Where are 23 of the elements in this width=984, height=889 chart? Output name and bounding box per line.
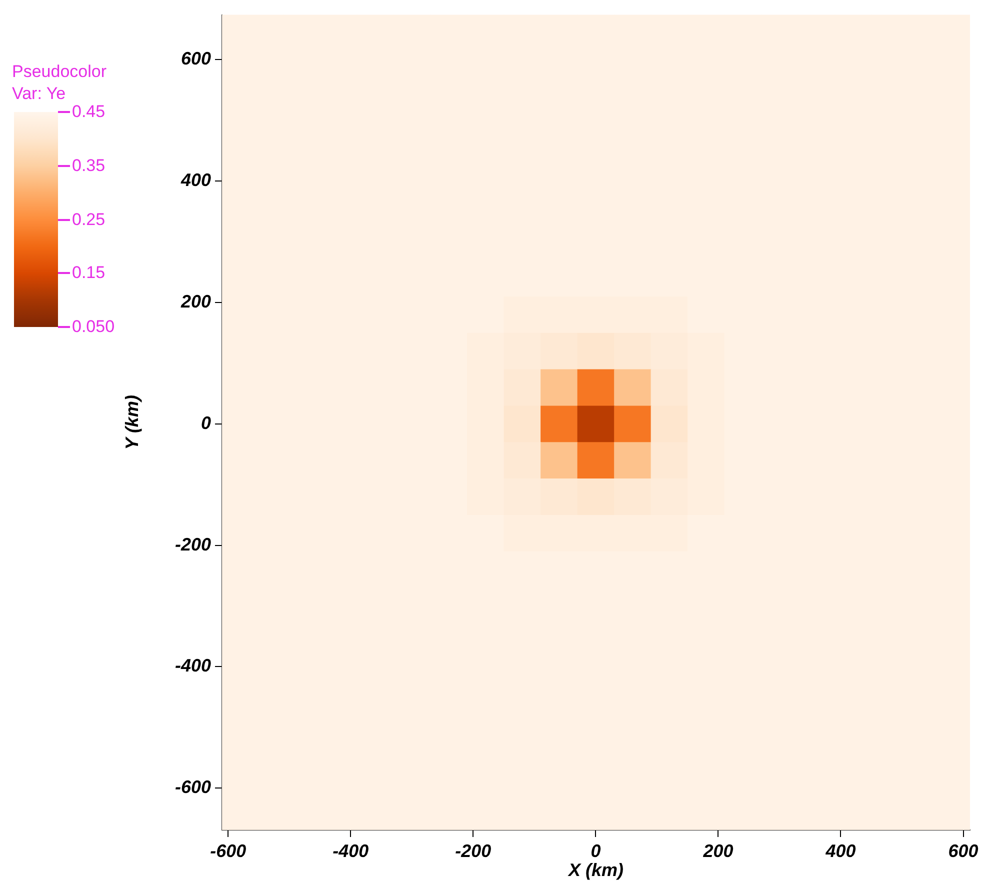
color-bar-label: 0.45: [72, 102, 106, 122]
y-tick-label: 600: [180, 48, 211, 69]
y-tick-label: 200: [180, 291, 211, 312]
x-tick-label: -600: [210, 840, 246, 861]
color-bar-label: 0.25: [72, 210, 106, 230]
y-tick-label: -400: [174, 656, 211, 676]
x-tick-label: -400: [332, 840, 369, 861]
x-tick-label: 200: [702, 840, 734, 861]
x-tick-label: -200: [455, 840, 492, 861]
x-tick-label: 600: [948, 840, 978, 861]
y-tick-label: 0: [200, 412, 211, 433]
x-tick-label: 0: [590, 840, 601, 861]
color-bar-label: 0.050: [72, 317, 115, 337]
y-tick-label: -600: [174, 777, 211, 798]
color-bar-title: Var: Ye: [12, 84, 66, 104]
x-axis-title: X (km): [567, 860, 624, 880]
y-tick-label: -200: [174, 534, 211, 554]
color-bar-label: 0.35: [72, 156, 106, 176]
y-axis-title: Y (km): [122, 395, 142, 450]
color-bar-label: 0.15: [72, 263, 106, 284]
x-tick-label: 400: [824, 840, 856, 861]
y-tick-label: 400: [180, 170, 211, 190]
legend-title: Pseudocolor: [12, 62, 107, 82]
